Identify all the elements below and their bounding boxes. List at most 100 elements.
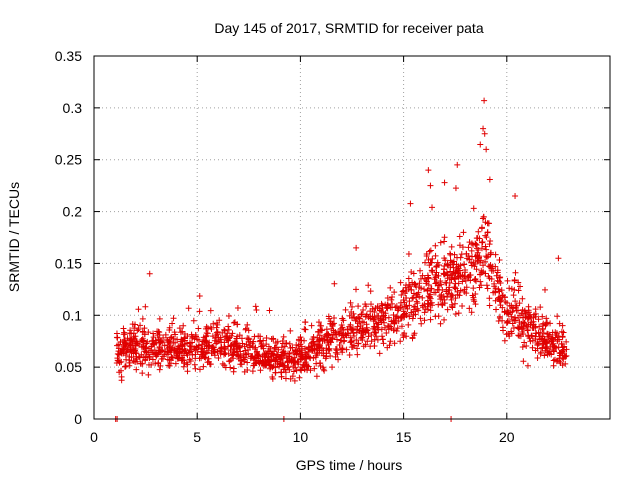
data-point (203, 343, 210, 350)
data-point (368, 338, 375, 345)
data-point (293, 367, 300, 374)
data-point (368, 301, 375, 308)
data-point (471, 298, 478, 305)
data-point (145, 371, 152, 378)
data-point (516, 312, 523, 319)
data-point (159, 339, 166, 346)
data-point (205, 325, 212, 332)
data-point (552, 329, 559, 336)
data-point (389, 304, 396, 311)
data-point (431, 289, 438, 296)
data-point (329, 320, 336, 327)
data-point (492, 251, 499, 258)
data-point (164, 337, 171, 344)
data-point (441, 255, 448, 262)
data-point (506, 302, 513, 309)
x-axis-label: GPS time / hours (296, 457, 403, 473)
data-point (328, 325, 335, 332)
data-point (122, 363, 129, 370)
data-point (289, 344, 296, 351)
data-point (252, 344, 259, 351)
data-point (219, 329, 226, 336)
data-point (200, 363, 207, 370)
data-point (286, 340, 293, 347)
data-point (188, 347, 195, 354)
data-point (508, 313, 515, 320)
data-point (399, 288, 406, 295)
data-point (192, 355, 199, 362)
data-point (383, 329, 390, 336)
data-point (448, 243, 455, 250)
data-point (444, 272, 451, 279)
data-point (493, 306, 500, 313)
y-tick-label: 0.05 (55, 359, 82, 375)
data-point (394, 325, 401, 332)
data-point (291, 377, 298, 384)
data-point (325, 313, 332, 320)
data-point (277, 360, 284, 367)
data-point (409, 315, 416, 322)
data-point (176, 325, 183, 332)
data-point (123, 356, 130, 363)
data-point (550, 340, 557, 347)
data-point (213, 324, 220, 331)
data-point (118, 373, 125, 380)
x-tick-label: 5 (193, 429, 201, 445)
data-point (494, 269, 501, 276)
data-point (516, 332, 523, 339)
data-point (168, 354, 175, 361)
data-point (246, 344, 253, 351)
data-point (403, 333, 410, 340)
plot-frame (93, 55, 611, 420)
data-point (427, 316, 434, 323)
data-point (130, 357, 137, 364)
data-point (547, 320, 554, 327)
data-point (499, 292, 506, 299)
data-point (184, 333, 191, 340)
data-point (198, 346, 205, 353)
data-point (408, 309, 415, 316)
data-point (424, 300, 431, 307)
data-point (180, 357, 187, 364)
data-point (185, 305, 192, 312)
data-point (135, 306, 142, 313)
data-point (429, 268, 436, 275)
data-point (261, 352, 268, 359)
data-point (292, 357, 299, 364)
data-point (422, 259, 429, 266)
data-point (397, 279, 404, 286)
data-point (274, 338, 281, 345)
data-point (452, 270, 459, 277)
data-point (463, 250, 470, 257)
data-point (530, 324, 537, 331)
data-point (454, 291, 461, 298)
data-point (327, 352, 334, 359)
data-point (141, 331, 148, 338)
data-point (127, 347, 134, 354)
data-point (270, 335, 277, 342)
data-point (445, 262, 452, 269)
data-point (468, 247, 475, 254)
data-point (390, 327, 397, 334)
y-tick-label: 0.25 (55, 152, 82, 168)
data-point (488, 267, 495, 274)
y-tick-label: 0.2 (63, 204, 83, 220)
data-point (177, 329, 184, 336)
data-point (407, 200, 414, 207)
data-point (425, 282, 432, 289)
data-point (451, 300, 458, 307)
data-point (380, 340, 387, 347)
data-point (200, 353, 207, 360)
data-point (139, 370, 146, 377)
data-point (468, 309, 475, 316)
data-point (486, 176, 493, 183)
data-point (354, 320, 361, 327)
data-point (288, 355, 295, 362)
data-point (134, 327, 141, 334)
data-point (486, 295, 493, 302)
data-point (478, 282, 485, 289)
data-point (560, 329, 567, 336)
data-point (475, 228, 482, 235)
data-point (238, 335, 245, 342)
data-point (180, 322, 187, 329)
